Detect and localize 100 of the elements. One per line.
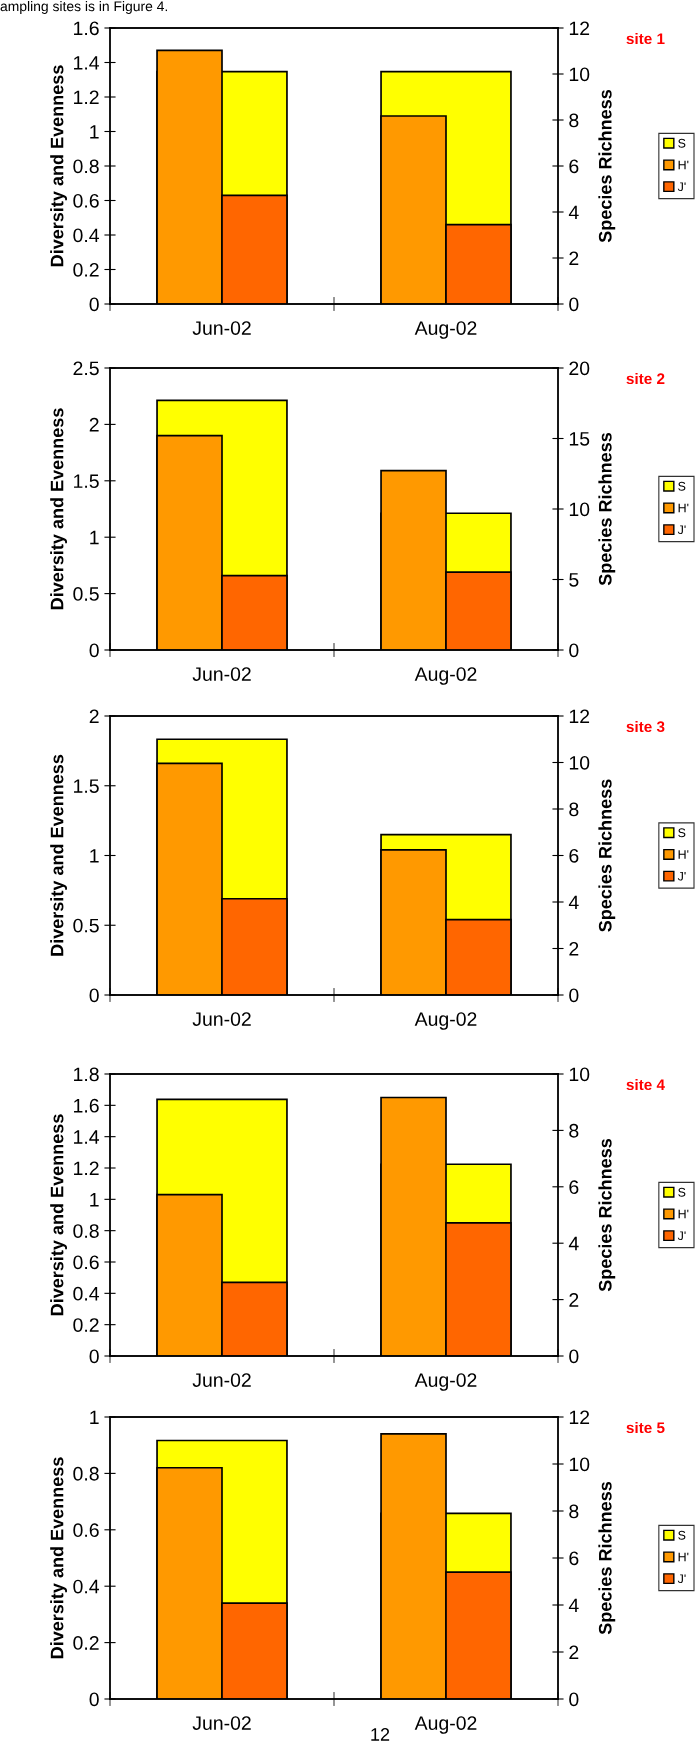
y-tick-label: 0 <box>89 1349 99 1364</box>
legend-label: J' <box>677 1231 686 1241</box>
x-tick-label: Aug-02 <box>414 1716 477 1734</box>
y-tick-label: 0 <box>89 1692 99 1707</box>
legend-label: S <box>678 1530 686 1540</box>
y-tick-label: 1.8 <box>74 1067 99 1082</box>
y-tick-label: 1 <box>90 1410 99 1425</box>
text: site 3 <box>626 720 665 733</box>
y-tick-label: 0.4 <box>73 1286 100 1301</box>
x-tick-label: Aug-02 <box>414 1012 477 1030</box>
y2-tick-label: 6 <box>569 159 579 174</box>
y-tick-label: 0.8 <box>73 1224 99 1238</box>
y-tick-label: 1 <box>90 1193 99 1207</box>
y-tick-label: 1.6 <box>74 1098 99 1113</box>
y-tick-label: 0 <box>89 988 99 1003</box>
y-tick-label: 1.6 <box>74 21 99 36</box>
y2-tick-label: 0 <box>569 297 579 312</box>
y-axis-title: Diversity and Evenness <box>50 65 67 267</box>
x-tick-label: Jun-02 <box>192 667 251 681</box>
y-tick-label: 0.8 <box>73 1466 99 1481</box>
y-tick-label: 2 <box>89 709 99 724</box>
y2-tick-label: 2 <box>569 1293 579 1307</box>
y2-tick-label: 6 <box>569 1551 579 1566</box>
y-tick-label: 1.4 <box>74 1130 100 1144</box>
legend-label: S <box>678 828 686 838</box>
text: 12 <box>371 1728 390 1741</box>
y2-tick-label: 15 <box>569 432 590 446</box>
y2-tick-label: 10 <box>569 67 590 82</box>
y2-tick-label: 5 <box>569 573 579 587</box>
y2-tick-label: 0 <box>569 1349 579 1364</box>
y-tick-label: 0.6 <box>73 1255 99 1270</box>
y-tick-label: 0.4 <box>73 1579 100 1594</box>
y-tick-label: 1.2 <box>74 90 99 105</box>
legend-label: S <box>678 138 686 148</box>
y-tick-label: 0.8 <box>73 159 99 174</box>
y2-tick-label: 8 <box>569 1504 579 1519</box>
y2-tick-label: 4 <box>568 1598 579 1613</box>
y-tick-label: 0.2 <box>73 1636 99 1650</box>
text: site 1 <box>626 32 665 45</box>
y2-tick-label: 2 <box>569 941 579 956</box>
text: site 5 <box>626 1421 665 1434</box>
y2-tick-label: 12 <box>569 1410 590 1425</box>
legend-label: J' <box>677 525 686 535</box>
y-axis-title: Diversity and Evenness <box>50 408 67 610</box>
y2-tick-label: 6 <box>569 1180 579 1195</box>
y2-tick-label: 12 <box>569 21 590 36</box>
y-tick-label: 0.5 <box>73 918 99 933</box>
text: site 4 <box>626 1078 665 1091</box>
y-tick-label: 0.2 <box>73 1318 99 1332</box>
y2-tick-label: 0 <box>569 643 579 658</box>
y-tick-label: 0.6 <box>73 193 99 208</box>
x-tick-label: Jun-02 <box>192 1373 251 1387</box>
y2-tick-label: 4 <box>568 895 579 910</box>
y2-tick-label: 4 <box>568 1236 579 1251</box>
y-tick-label: 0.4 <box>73 228 100 243</box>
x-tick-label: Aug-02 <box>414 1373 477 1391</box>
text: site 2 <box>626 372 665 385</box>
y2-tick-label: 10 <box>569 1067 590 1082</box>
y-tick-label: 1.4 <box>74 56 100 70</box>
y-tick-label: 2.5 <box>73 361 99 376</box>
y2-axis-title: Species Richness <box>598 432 616 586</box>
y-tick-label: 1 <box>90 849 99 863</box>
y-tick-label: 0.6 <box>73 1523 99 1538</box>
y-axis-title: Diversity and Evenness <box>50 1114 67 1316</box>
y2-axis-title: Species Richness <box>598 779 616 932</box>
y2-tick-label: 10 <box>569 502 590 517</box>
legend-label: S <box>678 1187 686 1197</box>
y-tick-label: 1 <box>90 530 99 545</box>
y2-tick-label: 10 <box>569 755 590 770</box>
y2-tick-label: 2 <box>569 1645 579 1660</box>
y-tick-label: 1.2 <box>74 1161 99 1176</box>
legend-label: J' <box>677 871 686 881</box>
y2-axis-title: Species Richness <box>598 1138 616 1292</box>
x-tick-label: Aug-02 <box>414 321 477 339</box>
legend-label: H' <box>678 850 689 859</box>
y-tick-label: 0.2 <box>73 262 99 277</box>
x-tick-label: Jun-02 <box>192 321 251 335</box>
text: ampling sites is in Figure 4. <box>0 1 168 14</box>
y2-tick-label: 0 <box>569 1692 579 1707</box>
y-tick-label: 0 <box>89 297 99 312</box>
y2-axis-title: Species Richness <box>598 89 616 243</box>
y2-tick-label: 0 <box>569 988 579 1003</box>
y2-tick-label: 8 <box>569 113 579 128</box>
y2-tick-label: 12 <box>569 709 590 724</box>
legend-label: H' <box>678 1209 689 1219</box>
legend-label: S <box>678 481 686 491</box>
y-tick-label: 1 <box>90 125 99 139</box>
legend-label: H' <box>678 160 689 170</box>
y2-tick-label: 8 <box>569 802 579 817</box>
legend-label: J' <box>677 1574 686 1584</box>
y2-tick-label: 8 <box>569 1123 579 1138</box>
legend-label: H' <box>678 1552 689 1562</box>
x-tick-label: Jun-02 <box>192 1716 251 1730</box>
y2-tick-label: 10 <box>569 1457 590 1472</box>
legend-label: H' <box>678 503 689 513</box>
y-tick-label: 2 <box>89 417 99 432</box>
legend-label: J' <box>677 182 686 192</box>
y-axis-title: Diversity and Evenness <box>50 1457 67 1659</box>
x-tick-label: Aug-02 <box>414 667 477 685</box>
y-tick-label: 1.5 <box>74 779 99 793</box>
